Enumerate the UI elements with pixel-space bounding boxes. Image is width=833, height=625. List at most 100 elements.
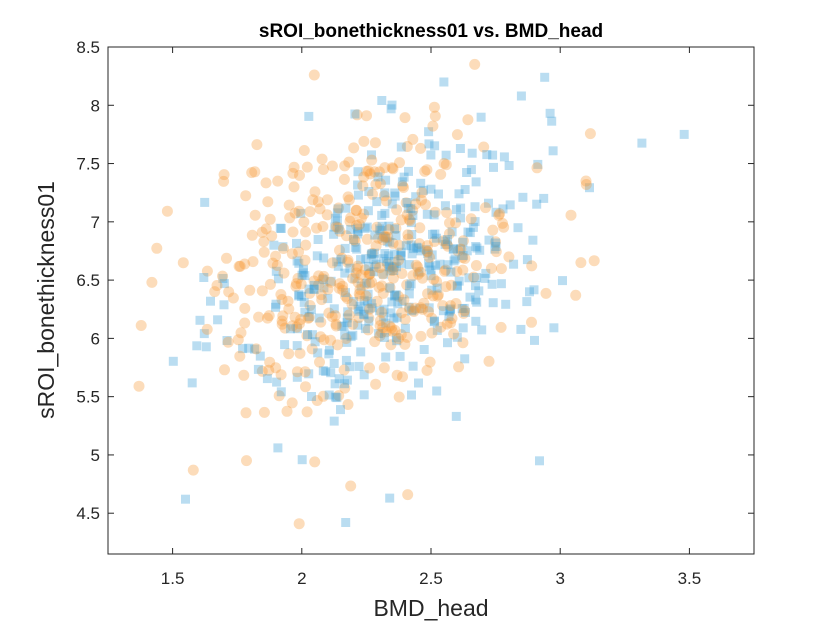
data-point-series0-321 bbox=[400, 323, 410, 333]
data-point-series0-242 bbox=[369, 267, 379, 277]
data-point-series0-306 bbox=[387, 297, 397, 307]
data-point-series0-228 bbox=[432, 283, 442, 293]
data-point-series0-326 bbox=[244, 343, 254, 353]
data-point-series1-48 bbox=[371, 221, 383, 233]
data-point-series0-343 bbox=[307, 392, 316, 401]
data-point-series1-21 bbox=[412, 268, 424, 280]
data-point-series1-257 bbox=[295, 314, 307, 325]
data-point-series0-171 bbox=[321, 366, 331, 376]
data-point-series1-143 bbox=[457, 252, 468, 263]
data-point-series1-258 bbox=[393, 239, 405, 251]
data-point-series0-336 bbox=[372, 197, 382, 207]
data-point-series1-296 bbox=[451, 129, 463, 141]
data-point-series1-334 bbox=[264, 213, 276, 225]
data-point-series0-77 bbox=[389, 314, 399, 324]
data-point-series0-23 bbox=[415, 304, 425, 314]
data-point-series0-249 bbox=[426, 150, 436, 160]
data-point-series1-103 bbox=[177, 257, 189, 269]
data-point-series0-20 bbox=[390, 249, 399, 259]
data-point-series0-295 bbox=[404, 260, 414, 270]
data-point-series0-119 bbox=[339, 321, 349, 331]
data-point-series0-175 bbox=[504, 161, 514, 170]
data-point-series0-353 bbox=[332, 393, 342, 403]
data-point-series0-41 bbox=[380, 208, 390, 218]
data-point-series0-280 bbox=[373, 172, 383, 182]
data-point-series0-187 bbox=[444, 311, 454, 321]
data-point-series0-266 bbox=[397, 296, 407, 306]
data-point-series0-75 bbox=[447, 227, 457, 237]
data-point-series1-308 bbox=[300, 381, 311, 393]
data-point-series1-285 bbox=[424, 251, 435, 263]
data-point-series0-150 bbox=[336, 254, 346, 264]
data-point-series0-251 bbox=[509, 259, 519, 269]
data-point-series1-136 bbox=[565, 209, 577, 221]
data-point-series1-179 bbox=[338, 173, 350, 185]
data-point-series1-34 bbox=[275, 289, 287, 300]
data-point-series1-160 bbox=[273, 390, 285, 402]
data-point-series1-192 bbox=[382, 231, 394, 243]
data-point-series0-86 bbox=[292, 238, 301, 248]
data-point-series0-367 bbox=[407, 249, 417, 259]
data-point-series0-223 bbox=[429, 316, 439, 326]
data-point-series0-97 bbox=[471, 316, 481, 326]
data-point-series0-247 bbox=[458, 237, 468, 247]
data-point-series1-41 bbox=[349, 235, 361, 247]
data-point-series1-70 bbox=[290, 280, 302, 292]
data-point-series0-352 bbox=[390, 188, 400, 198]
data-point-series1-357 bbox=[209, 286, 221, 298]
data-point-series0-96 bbox=[384, 262, 394, 272]
data-point-series1-172 bbox=[413, 238, 425, 250]
data-point-series0-107 bbox=[456, 203, 466, 213]
data-point-series1-118 bbox=[315, 331, 327, 343]
data-point-series1-66 bbox=[358, 135, 370, 147]
data-point-series1-61 bbox=[357, 180, 369, 192]
data-point-series1-53 bbox=[353, 288, 365, 300]
data-point-series0-102 bbox=[354, 361, 364, 371]
data-point-series0-356 bbox=[440, 201, 450, 211]
data-point-series0-298 bbox=[345, 362, 355, 372]
data-point-series1-295 bbox=[329, 310, 341, 322]
data-point-series1-247 bbox=[421, 364, 433, 376]
data-point-series1-363 bbox=[272, 175, 284, 187]
data-point-series0-166 bbox=[498, 204, 508, 214]
data-point-series0-225 bbox=[299, 297, 309, 307]
data-point-series0-42 bbox=[505, 200, 515, 210]
data-point-series0-109 bbox=[428, 229, 437, 239]
data-point-series1-18 bbox=[239, 302, 251, 314]
data-point-series0-106 bbox=[403, 203, 413, 213]
data-point-series0-156 bbox=[379, 312, 389, 322]
data-point-series1-389 bbox=[377, 268, 389, 280]
data-point-series1-158 bbox=[352, 260, 364, 272]
data-point-series0-165 bbox=[359, 390, 369, 400]
data-point-series0-329 bbox=[412, 242, 422, 252]
data-point-series1-119 bbox=[342, 256, 354, 268]
data-point-series0-3 bbox=[408, 305, 418, 315]
data-point-series0-125 bbox=[522, 297, 532, 307]
data-point-series1-14 bbox=[301, 330, 313, 342]
data-point-series1-374 bbox=[387, 264, 398, 276]
data-point-series1-352 bbox=[487, 224, 499, 236]
data-point-series0-304 bbox=[341, 203, 351, 213]
data-point-series0-116 bbox=[455, 144, 465, 153]
data-point-series0-131 bbox=[360, 324, 370, 334]
data-point-series1-211 bbox=[271, 260, 283, 271]
data-point-series1-304 bbox=[384, 320, 396, 332]
data-point-series0-158 bbox=[416, 246, 426, 256]
data-point-series1-251 bbox=[317, 164, 329, 175]
data-point-series1-35 bbox=[344, 215, 356, 227]
data-point-series0-338 bbox=[482, 150, 492, 160]
data-point-series1-347 bbox=[580, 179, 592, 190]
data-point-series0-82 bbox=[489, 162, 498, 172]
data-point-series0-133 bbox=[375, 306, 385, 316]
y-tick-label: 4.5 bbox=[76, 504, 100, 523]
data-point-series1-278 bbox=[333, 202, 345, 214]
data-point-series0-174 bbox=[474, 286, 484, 296]
data-point-series1-186 bbox=[345, 480, 357, 492]
data-point-series0-50 bbox=[419, 345, 429, 354]
data-point-series0-378 bbox=[304, 111, 314, 121]
data-point-series0-26 bbox=[353, 320, 363, 330]
data-point-series0-129 bbox=[379, 304, 389, 314]
data-point-series1-65 bbox=[340, 290, 352, 302]
data-point-series1-15 bbox=[317, 273, 329, 285]
data-point-series0-152 bbox=[353, 304, 363, 314]
